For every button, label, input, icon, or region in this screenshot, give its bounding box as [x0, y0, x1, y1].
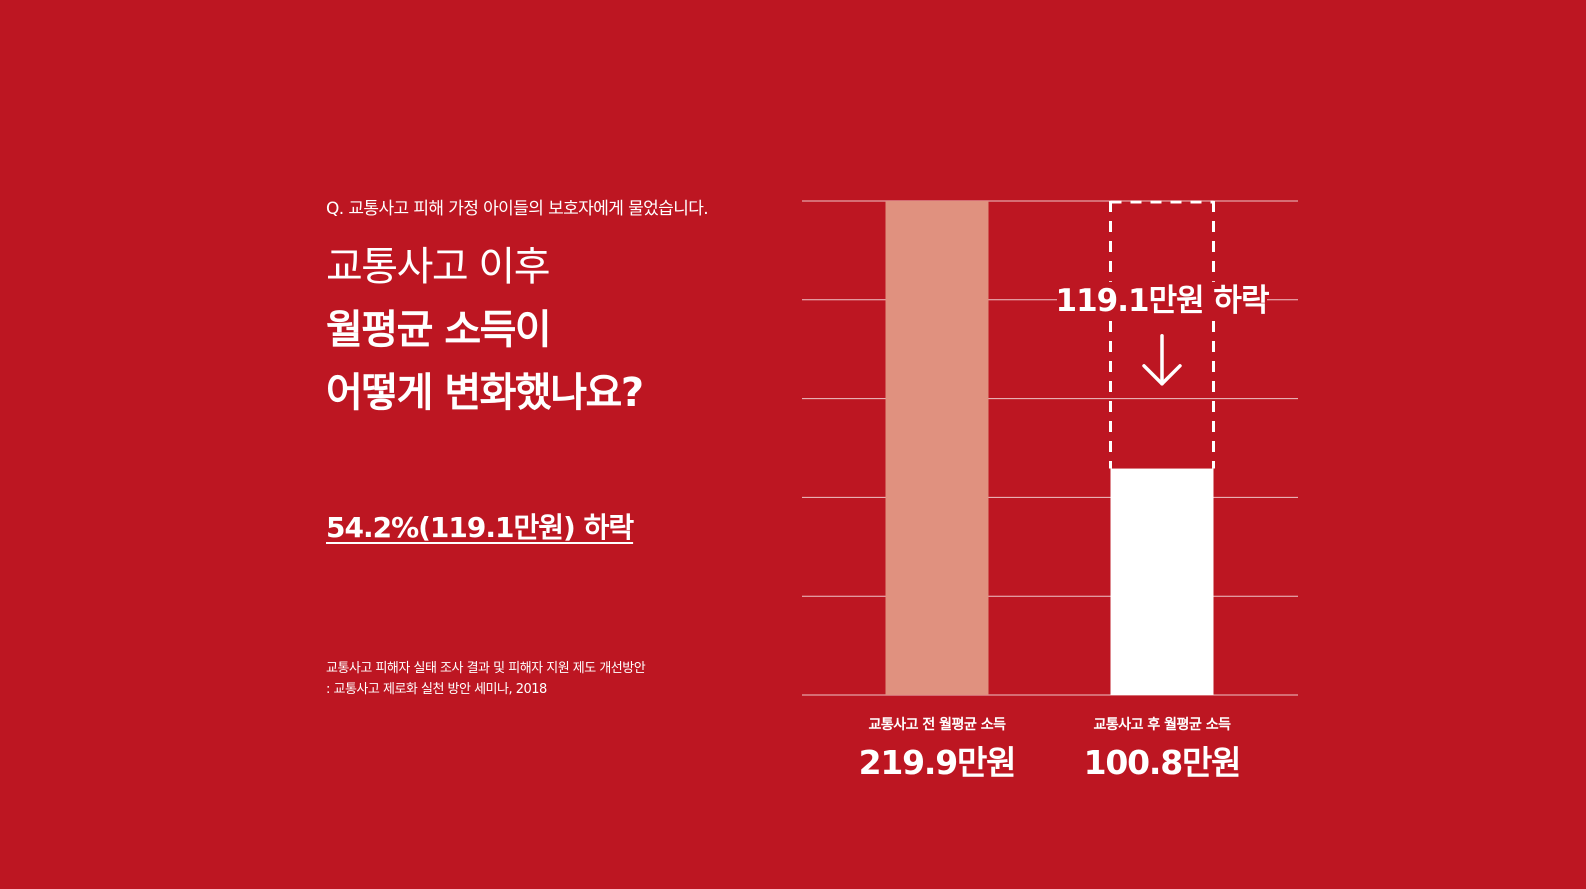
- source-citation: 교통사고 피해자 실태 조사 결과 및 피해자 지원 제도 개선방안 : 교통사…: [326, 658, 646, 700]
- annotation-label-background: [1057, 281, 1267, 318]
- bar-value-label: 219.9만원: [858, 743, 1017, 782]
- headline-line-3: 어떻게 변화했나요?: [326, 370, 644, 416]
- arrow-down-icon: [1142, 334, 1182, 386]
- decline-highlight: 54.2%(119.1만원) 하락: [326, 511, 634, 544]
- bar-category-label: 교통사고 후 월평균 소득: [1093, 717, 1231, 733]
- bar-after-accident: [1110, 468, 1214, 695]
- headline: 교통사고 이후 월평균 소득이 어떻게 변화했나요?: [326, 236, 644, 425]
- source-line-1: 교통사고 피해자 실태 조사 결과 및 피해자 지원 제도 개선방안: [326, 661, 646, 676]
- chart-bars: [885, 201, 1214, 695]
- source-line-2: : 교통사고 제로화 실천 방안 세미나, 2018: [326, 682, 547, 697]
- headline-line-2: 월평균 소득이: [326, 307, 552, 353]
- survey-question: Q. 교통사고 피해 가정 아이들의 보호자에게 물었습니다.: [326, 199, 709, 219]
- headline-line-1: 교통사고 이후: [326, 244, 551, 290]
- arrow-head: [1142, 364, 1182, 386]
- bar-value-label: 100.8만원: [1083, 743, 1242, 782]
- bar-before-accident: [885, 201, 989, 695]
- decline-annotation: 119.1만원 하락: [1056, 200, 1270, 469]
- chart-gridlines: [802, 200, 1298, 696]
- bar-category-label: 교통사고 전 월평균 소득: [868, 717, 1006, 733]
- annotation-label: 119.1만원 하락: [1056, 283, 1269, 319]
